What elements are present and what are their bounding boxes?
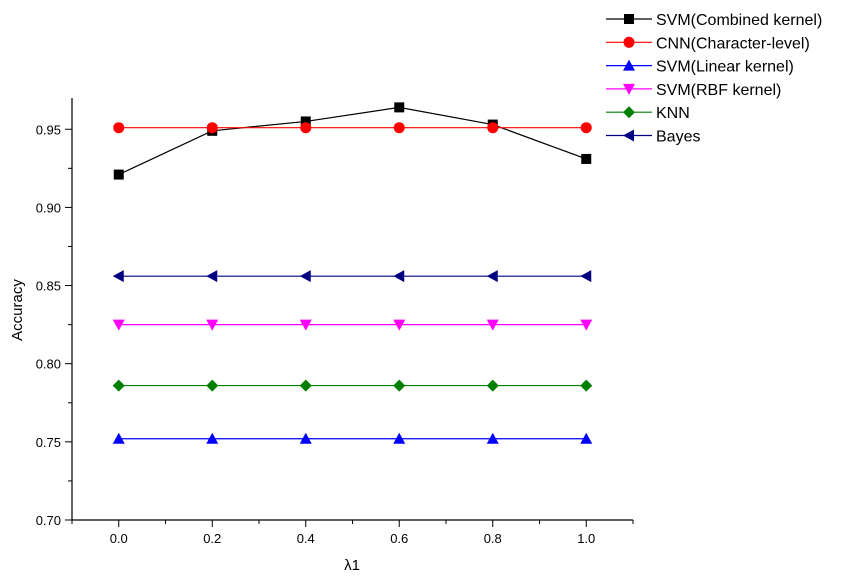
data-point (206, 270, 218, 283)
legend-label: SVM(Linear kernel) (656, 59, 794, 76)
series-2 (112, 432, 593, 444)
data-point (112, 270, 124, 283)
series-layer (112, 102, 593, 444)
data-point (580, 319, 593, 331)
data-point (580, 432, 593, 444)
data-point (486, 270, 498, 283)
legend-item: Bayes (606, 129, 700, 146)
x-axis-title: λ1 (344, 557, 360, 574)
legend-marker (623, 129, 634, 142)
legend-marker (623, 83, 635, 95)
data-point (393, 379, 406, 392)
data-point (581, 153, 592, 164)
x-tick-label: 1.0 (577, 531, 595, 546)
data-point (580, 122, 592, 134)
y-axis-title: Accuracy (9, 279, 26, 341)
data-point (300, 116, 311, 127)
series-4 (112, 379, 593, 392)
legend: SVM(Combined kernel) CNN(Character-level)… (606, 12, 822, 146)
data-point (486, 379, 499, 392)
legend-label: KNN (656, 105, 690, 122)
data-point (299, 432, 312, 444)
legend-marker (623, 106, 635, 119)
data-point (206, 379, 219, 392)
legend-item: SVM(Linear kernel) (606, 59, 794, 76)
data-point (486, 432, 499, 444)
axes: 0.0 0.2 0.4 0.6 0.8 1.0 0.70 0.75 0.80 0.85 0.90 0.… (36, 98, 634, 546)
data-point (394, 102, 405, 113)
series-1 (113, 122, 592, 134)
data-point (112, 319, 125, 331)
legend-item: SVM(Combined kernel) (606, 12, 822, 29)
y-tick-label: 0.95 (36, 122, 61, 137)
data-point (113, 169, 124, 180)
series-line (118, 106, 587, 176)
data-point (206, 122, 218, 134)
x-tick-label: 0.8 (484, 531, 502, 546)
series-5 (112, 270, 592, 283)
data-point (393, 122, 405, 134)
data-point (486, 319, 499, 331)
series-3 (112, 319, 593, 331)
data-point (113, 122, 125, 134)
legend-marker (623, 59, 635, 71)
data-point (580, 270, 592, 283)
legend-label: CNN(Character-level) (656, 35, 810, 52)
x-tick-label: 0.2 (203, 531, 221, 546)
x-tick-label: 0.0 (110, 531, 128, 546)
y-tick-label: 0.80 (36, 357, 61, 372)
data-point (299, 270, 311, 283)
series-0 (113, 102, 592, 180)
data-point (393, 319, 406, 331)
legend-item: CNN(Character-level) (606, 35, 810, 52)
data-point (206, 432, 219, 444)
legend-label: SVM(RBF kernel) (656, 82, 781, 99)
y-tick-label: 0.85 (36, 279, 61, 294)
legend-marker (623, 36, 635, 48)
legend-label: Bayes (656, 129, 700, 146)
x-tick-label: 0.6 (390, 531, 408, 546)
y-tick-label: 0.75 (36, 435, 61, 450)
data-point (299, 379, 312, 392)
legend-item: KNN (606, 105, 690, 122)
data-point (206, 319, 219, 331)
data-point (112, 432, 125, 444)
data-point (487, 122, 499, 134)
data-point (300, 122, 312, 134)
y-tick-label: 0.70 (36, 513, 61, 528)
data-point (299, 319, 312, 331)
data-point (112, 379, 125, 392)
y-tick-label: 0.90 (36, 200, 61, 215)
legend-item: SVM(RBF kernel) (606, 82, 781, 99)
legend-marker (624, 14, 634, 24)
data-point (393, 270, 405, 283)
legend-label: SVM(Combined kernel) (656, 12, 822, 29)
data-point (393, 432, 406, 444)
data-point (580, 379, 593, 392)
x-tick-label: 0.4 (297, 531, 315, 546)
